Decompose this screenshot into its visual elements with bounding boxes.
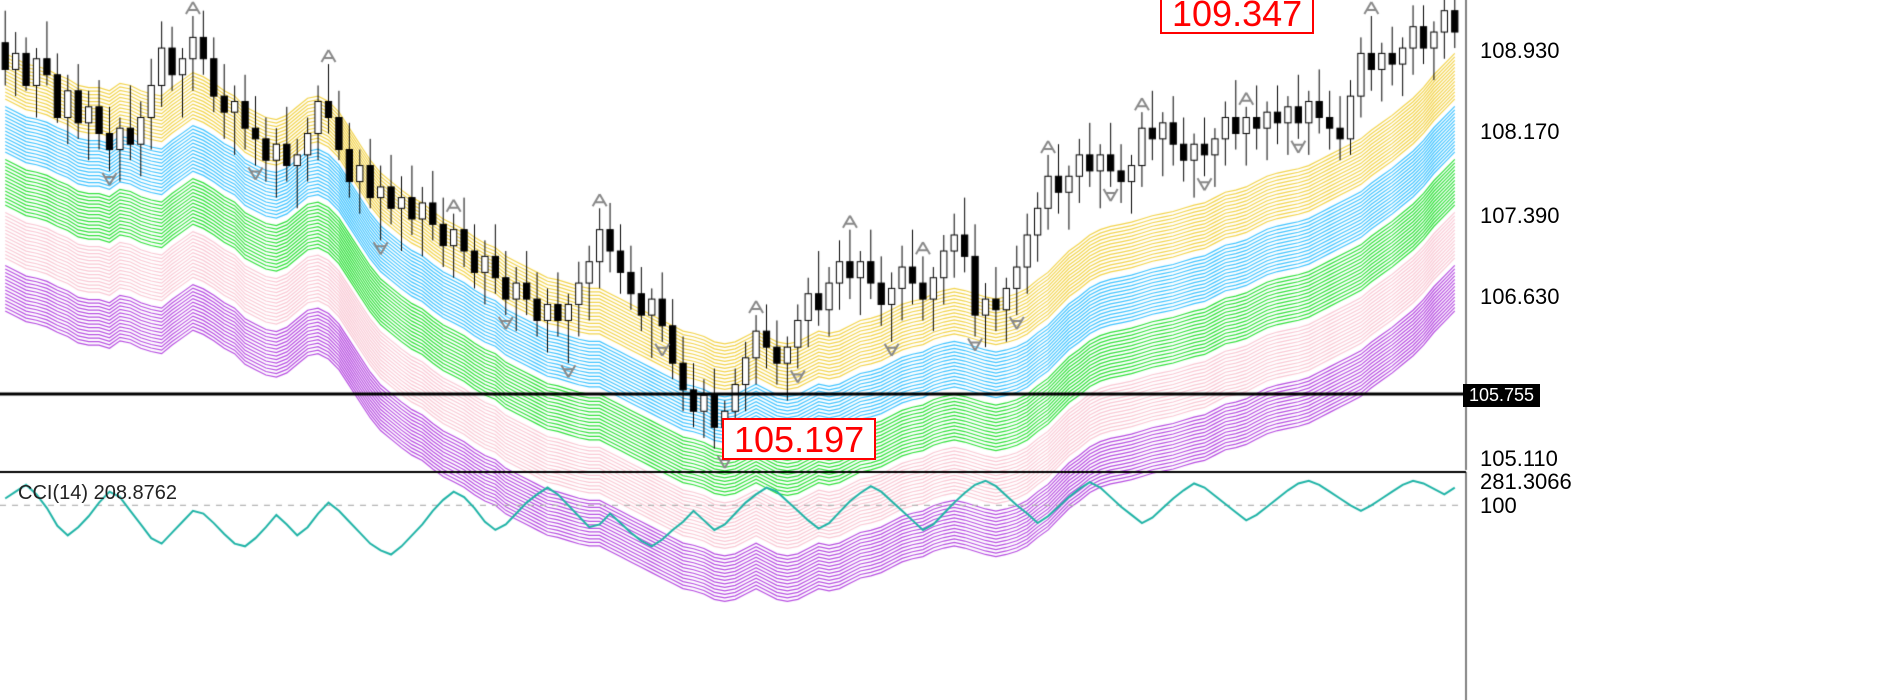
indicator-y-tick: 100 [1480,493,1517,519]
chart-root: 108.930108.170107.390106.630105.110105.7… [0,0,1900,700]
price-box-low: 105.197 [722,418,876,460]
price-chart-canvas[interactable] [0,0,1900,700]
y-axis-tick: 106.630 [1480,284,1560,310]
indicator-label: CCI(14) 208.8762 [18,482,177,505]
price-tag-current: 105.755 [1463,384,1540,407]
indicator-y-tick: 281.3066 [1480,469,1572,495]
y-axis-tick: 107.390 [1480,203,1560,229]
y-axis-tick: 108.170 [1480,119,1560,145]
y-axis-tick: 108.930 [1480,38,1560,64]
price-box-high: 109.347 [1160,0,1314,34]
